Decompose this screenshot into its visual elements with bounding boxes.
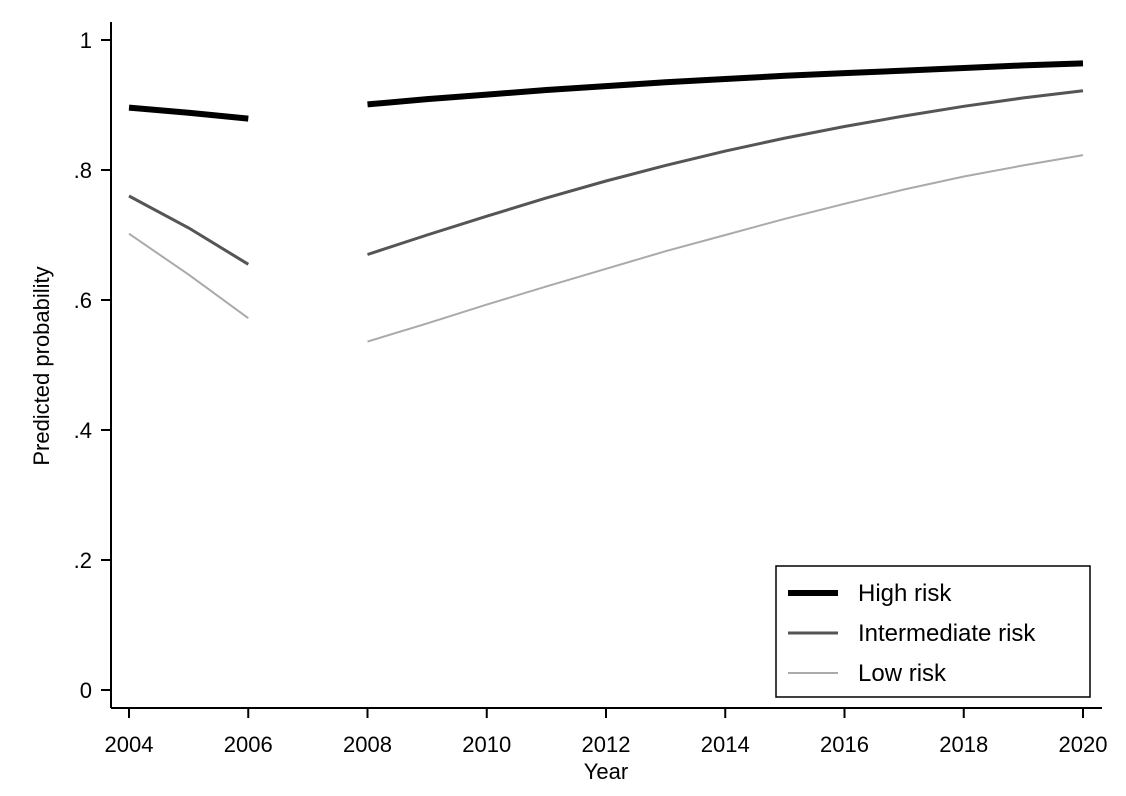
x-axis-title: Year <box>584 759 628 784</box>
y-tick-label: 0 <box>80 678 92 703</box>
series-group <box>128 60 1084 343</box>
x-ticks: 2004 2006 2008 2010 2012 2014 2016 2018 2020 <box>105 708 1108 757</box>
y-axis-title: Predicted probability <box>29 266 54 465</box>
legend-label-low-risk: Low risk <box>858 660 947 687</box>
y-tick-label: 1 <box>80 28 92 53</box>
x-tick-label: 2012 <box>582 732 631 757</box>
series-line-high-risk <box>367 60 1084 108</box>
y-tick-label: .6 <box>74 288 92 313</box>
x-tick-label: 2006 <box>224 732 273 757</box>
y-tick-label: .8 <box>74 158 92 183</box>
series-line-high-risk <box>128 104 249 122</box>
x-tick-label: 2010 <box>462 732 511 757</box>
series-line-intermediate-risk <box>367 89 1084 256</box>
x-tick-label: 2016 <box>820 732 869 757</box>
x-tick-label: 2018 <box>939 732 988 757</box>
legend-label-intermediate-risk: Intermediate risk <box>858 620 1036 647</box>
series-line-intermediate-risk <box>128 194 250 266</box>
series-line-low-risk <box>128 232 249 320</box>
x-tick-label: 2004 <box>105 732 154 757</box>
x-tick-label: 2014 <box>701 732 750 757</box>
x-tick-label: 2008 <box>343 732 392 757</box>
y-tick-label: .4 <box>74 418 92 443</box>
legend: High risk Intermediate risk Low risk <box>775 565 1091 698</box>
y-ticks: 0 .2 .4 .6 .8 1 <box>74 28 111 703</box>
legend-label-high-risk: High risk <box>858 580 952 607</box>
series-line-low-risk <box>367 154 1084 343</box>
x-tick-label: 2020 <box>1059 732 1108 757</box>
y-tick-label: .2 <box>74 548 92 573</box>
